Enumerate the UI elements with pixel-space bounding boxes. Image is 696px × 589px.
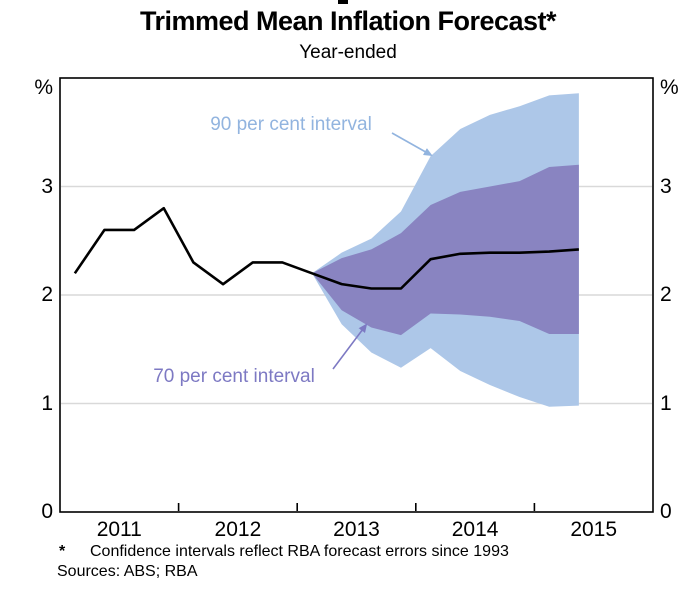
y-axis-label-right-0: 0 xyxy=(660,500,672,523)
footnote: * Confidence intervals reflect RBA foreca… xyxy=(59,542,659,561)
y-axis-label-right-2: 2 xyxy=(660,283,672,306)
y-axis-unit-left: % xyxy=(34,76,53,99)
band-70 xyxy=(312,164,579,336)
y-axis-label-right-3: 3 xyxy=(660,174,672,198)
sources-line: Sources: ABS; RBA xyxy=(57,563,198,580)
y-axis-label-left-3: 3 xyxy=(41,174,53,198)
band-90-arrow xyxy=(391,132,433,156)
x-axis-label-2012: 2012 xyxy=(214,518,262,541)
plot-frame xyxy=(59,77,654,513)
cropped-text-fragment xyxy=(338,0,348,4)
band-90-label: 90 per cent interval xyxy=(210,114,372,135)
band-70-arrow xyxy=(332,323,368,370)
y-axis-label-left-2: 2 xyxy=(41,283,53,306)
chart-title: Trimmed Mean Inflation Forecast* xyxy=(139,6,557,36)
x-axis-label-2014: 2014 xyxy=(451,518,499,541)
footnote-marker: * xyxy=(59,543,66,560)
y-axis-unit-right: % xyxy=(660,76,679,99)
footnote-text: Confidence intervals reflect RBA forecas… xyxy=(90,543,509,560)
y-axis-label-left-0: 0 xyxy=(41,500,53,523)
chart-subtitle: Year-ended xyxy=(299,42,397,63)
x-axis-label-2013: 2013 xyxy=(333,518,380,541)
x-axis-label-2015: 2015 xyxy=(570,518,618,541)
y-axis-label-right-1: 1 xyxy=(660,391,672,415)
inflation-line xyxy=(73,206,579,290)
x-axis-label-2011: 2011 xyxy=(96,518,142,541)
y-axis-label-left-1: 1 xyxy=(41,391,53,415)
band-70-label: 70 per cent interval xyxy=(153,366,315,387)
